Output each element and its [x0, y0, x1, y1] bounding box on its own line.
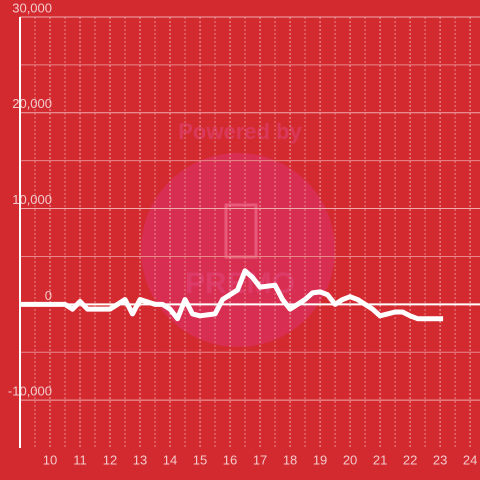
x-tick-label: 23 — [433, 452, 447, 467]
x-tick-label: 24 — [463, 452, 477, 467]
y-tick-label: 10,000 — [12, 192, 52, 207]
x-tick-label: 18 — [283, 452, 297, 467]
watermark-icon — [224, 203, 258, 259]
x-tick-label: 11 — [73, 452, 87, 467]
x-tick-label: 14 — [163, 452, 177, 467]
y-tick-label: 0 — [45, 288, 52, 303]
x-tick-label: 19 — [313, 452, 327, 467]
data-line — [20, 268, 444, 322]
y-tick-label: 20,000 — [12, 96, 52, 111]
x-tick-label: 20 — [343, 452, 357, 467]
y-tick-label: 30,000 — [12, 0, 52, 15]
x-tick-label: 21 — [373, 452, 387, 467]
x-tick-label: 10 — [43, 452, 57, 467]
x-tick-label: 13 — [133, 452, 147, 467]
x-tick-label: 17 — [253, 452, 267, 467]
watermark-logo — [141, 153, 335, 347]
watermark-text: Powered by — [178, 119, 302, 144]
x-tick-label: 16 — [223, 452, 237, 467]
x-tick-label: 22 — [403, 452, 417, 467]
y-tick-label: -10,000 — [8, 384, 52, 399]
x-tick-label: 12 — [103, 452, 117, 467]
x-tick-label: 15 — [193, 452, 207, 467]
